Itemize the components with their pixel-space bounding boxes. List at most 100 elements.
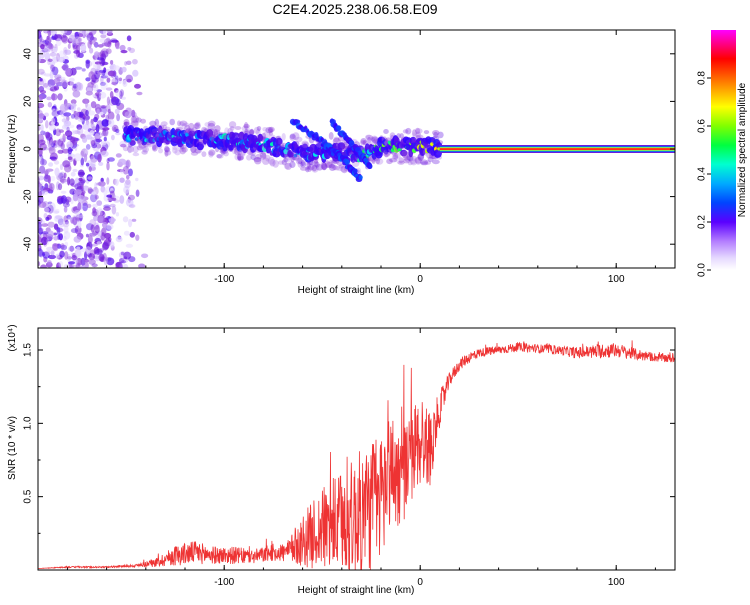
spectrogram-noise-blob [121, 96, 126, 100]
spectrogram-noise-blob [40, 264, 47, 268]
spectrogram-noise-blob [38, 55, 41, 63]
spectrogram-halo [360, 138, 367, 144]
spectrogram-noise-blob [40, 130, 46, 136]
spectrogram-halo [229, 125, 235, 131]
spectrogram-noise-blob [83, 153, 88, 163]
spectrogram-noise-blob [47, 30, 52, 37]
spectrogram-noise-blob [56, 38, 62, 47]
spectrogram-noise-blob [90, 67, 96, 76]
snr-y-tick-label: 0.5 [23, 489, 34, 503]
spectrogram-noise-blob [118, 77, 123, 82]
spectrogram-halo [272, 160, 279, 168]
spectrogram-noise-blob [132, 69, 139, 77]
spectrogram-halo [401, 151, 410, 159]
spectrogram-halo [122, 145, 129, 152]
spectrogram-halo [223, 151, 229, 157]
spectrogram-noise-blob [63, 225, 69, 234]
spectrogram-noise-blob [38, 249, 44, 258]
spectrogram-halo [401, 150, 409, 157]
spectrogram-halo [160, 121, 168, 127]
spectrogram-noise-blob [50, 30, 56, 36]
spectrogram-noise-blob [92, 203, 98, 208]
spectrogram-noise-blob [46, 96, 52, 101]
spectrogram-halo [142, 146, 149, 153]
spectrogram-noise-blob [114, 108, 120, 115]
spectrogram-noise-blob [51, 108, 57, 116]
spectrogram-noise-blob [49, 61, 56, 66]
spectrogram-halo [391, 154, 398, 160]
spectrogram-noise-blob [39, 95, 43, 102]
spectrogram-noise-blob [102, 221, 108, 229]
spectrogram-x-tick-label: 0 [417, 274, 423, 285]
spectrogram-noise-blob [106, 96, 110, 106]
spectrogram-halo [408, 155, 414, 162]
spectrogram-halo [313, 159, 319, 167]
spectrogram-noise-blob [61, 35, 69, 44]
spectrogram-noise-blob [94, 248, 103, 255]
spectrogram-halo [132, 115, 139, 124]
spectrogram-halo [370, 137, 375, 142]
spectrogram-halo [410, 158, 418, 166]
spectrogram-noise-blob [50, 175, 56, 182]
spectrogram-halo [141, 150, 148, 155]
spectrogram-halo [149, 120, 157, 127]
spectrogram-noise-blob [70, 171, 76, 177]
spectrogram-noise-blob [101, 42, 109, 47]
spectrogram-halo [142, 142, 149, 148]
spectrogram-noise-blob [98, 91, 107, 99]
spectrogram-noise-blob [132, 58, 138, 65]
spectrogram-noise-blob [47, 101, 53, 108]
spectrogram-noise-blob [106, 161, 110, 171]
spectrogram-halo [130, 137, 136, 145]
spectrogram-noise-blob [38, 201, 47, 208]
spectrogram-noise-blob [76, 181, 84, 189]
spectrogram-branch-cell [344, 159, 350, 166]
spectrogram-noise-blob [102, 61, 109, 66]
spectrogram-noise-blob [120, 50, 128, 54]
spectrogram-noise-blob [41, 48, 49, 53]
spectrogram-halo [241, 125, 250, 132]
spectrogram-halo [198, 137, 203, 145]
spectrogram-noise-blob [41, 231, 49, 235]
spectrogram-noise-blob [49, 52, 57, 57]
spectrogram-noise-blob [85, 119, 90, 126]
spectrogram-track-peak [293, 153, 298, 158]
spectrogram-y-tick-label: 0 [23, 146, 34, 152]
colorbar [711, 30, 736, 270]
spectrogram-noise-blob [73, 178, 80, 187]
spectrogram-halo [207, 122, 216, 131]
spectrogram-noise-blob [101, 131, 108, 137]
spectrogram-noise-blob [93, 83, 99, 92]
spectrogram-halo [415, 127, 421, 135]
spectrogram-noise-blob [61, 118, 67, 123]
spectrogram-noise-blob [90, 123, 97, 130]
spectrogram-halo [253, 126, 260, 134]
spectrogram-noise-blob [100, 75, 109, 79]
spectrogram-noise-blob [59, 50, 65, 59]
spectrogram-halo [169, 118, 175, 126]
spectrogram-noise-blob [111, 205, 117, 215]
spectrogram-noise-blob [74, 209, 81, 216]
spectrogram-noise-blob [123, 230, 130, 236]
spectrogram-noise-blob [119, 195, 125, 204]
spectrogram-noise-blob [116, 113, 120, 122]
spectrogram-track-cell [287, 151, 294, 158]
spectrogram-halo [420, 161, 429, 166]
spectrogram-noise-blob [72, 216, 78, 226]
spectrogram-noise-blob [43, 213, 48, 219]
spectrogram-halo [237, 155, 244, 161]
snr-y-ticks: 0.5 1.0 1.5 [23, 343, 675, 534]
spectrogram-halo [214, 125, 221, 133]
spectrogram-noise-blob [128, 47, 135, 54]
spectrogram-halo [336, 165, 343, 172]
snr-x-label: Height of straight line (km) [298, 585, 415, 596]
spectrogram-noise-blob [48, 254, 56, 260]
spectrogram-halo [308, 160, 315, 166]
spectrogram-noise-blob [113, 65, 120, 71]
colorbar-tick-label: 0.0 [697, 263, 708, 277]
spectrogram-noise-blob [40, 124, 44, 132]
spectrogram-halo [240, 131, 245, 137]
spectrogram-noise-blob [85, 77, 91, 82]
spectrogram-noise-blob [107, 157, 115, 162]
spectrogram-noise-blob [77, 169, 85, 178]
